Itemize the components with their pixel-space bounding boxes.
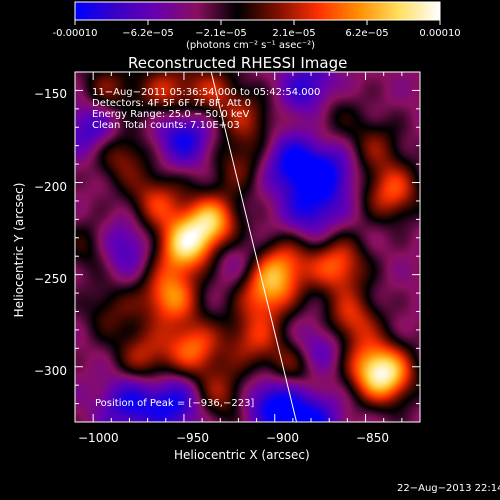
colorbar	[75, 2, 440, 20]
x-axis-label: Heliocentric X (arcsec)	[174, 448, 310, 462]
annotation-energy-range: Energy Range: 25.0 − 50.0 keV	[92, 109, 250, 120]
annotation-time-range: 11−Aug−2011 05:36:54.000 to 05:42:54.000	[92, 87, 321, 98]
peak-position-label: Position of Peak = [−936,−223]	[95, 398, 255, 409]
colorbar-tick-label: 2.1e−05	[272, 28, 316, 39]
colorbar-tick-label: 6.2e−05	[345, 28, 389, 39]
colorbar-tick-label: 0.00010	[419, 28, 461, 39]
y-tick-label: −300	[34, 364, 67, 378]
colorbar-tick-label: −6.2e−05	[122, 28, 174, 39]
footer-timestamp: 22−Aug−2013 22:14	[397, 483, 500, 494]
annotation-detectors: Detectors: 4F 5F 6F 7F 8F, Att 0	[92, 98, 252, 109]
x-tick-label: −1000	[78, 431, 119, 445]
colorbar-tick-label: −2.1e−05	[195, 28, 247, 39]
x-tick-label: −950	[176, 431, 209, 445]
colorbar-ticks	[74, 1, 441, 25]
annotation-total-counts: Clean Total counts: 7.10E+03	[92, 120, 240, 131]
y-tick-label: −150	[34, 87, 67, 101]
solar-limb-line	[210, 71, 298, 423]
colorbar-tick-label: -0.00010	[52, 28, 98, 39]
y-tick-label: −200	[34, 180, 67, 194]
plot-frame	[74, 71, 421, 423]
chart-title: Reconstructed RHESSI Image	[128, 54, 348, 72]
x-tick-label: −900	[266, 431, 299, 445]
annotation-block: 11−Aug−2011 05:36:54.000 to 05:42:54.000…	[92, 87, 320, 131]
x-tick-label: −850	[356, 431, 389, 445]
y-tick-label: −250	[34, 272, 67, 286]
colorbar-unit-label: (photons cm⁻² s⁻¹ asec⁻²)	[186, 40, 316, 51]
y-axis-label: Heliocentric Y (arcsec)	[12, 182, 26, 318]
heatmap-image	[75, 72, 420, 422]
